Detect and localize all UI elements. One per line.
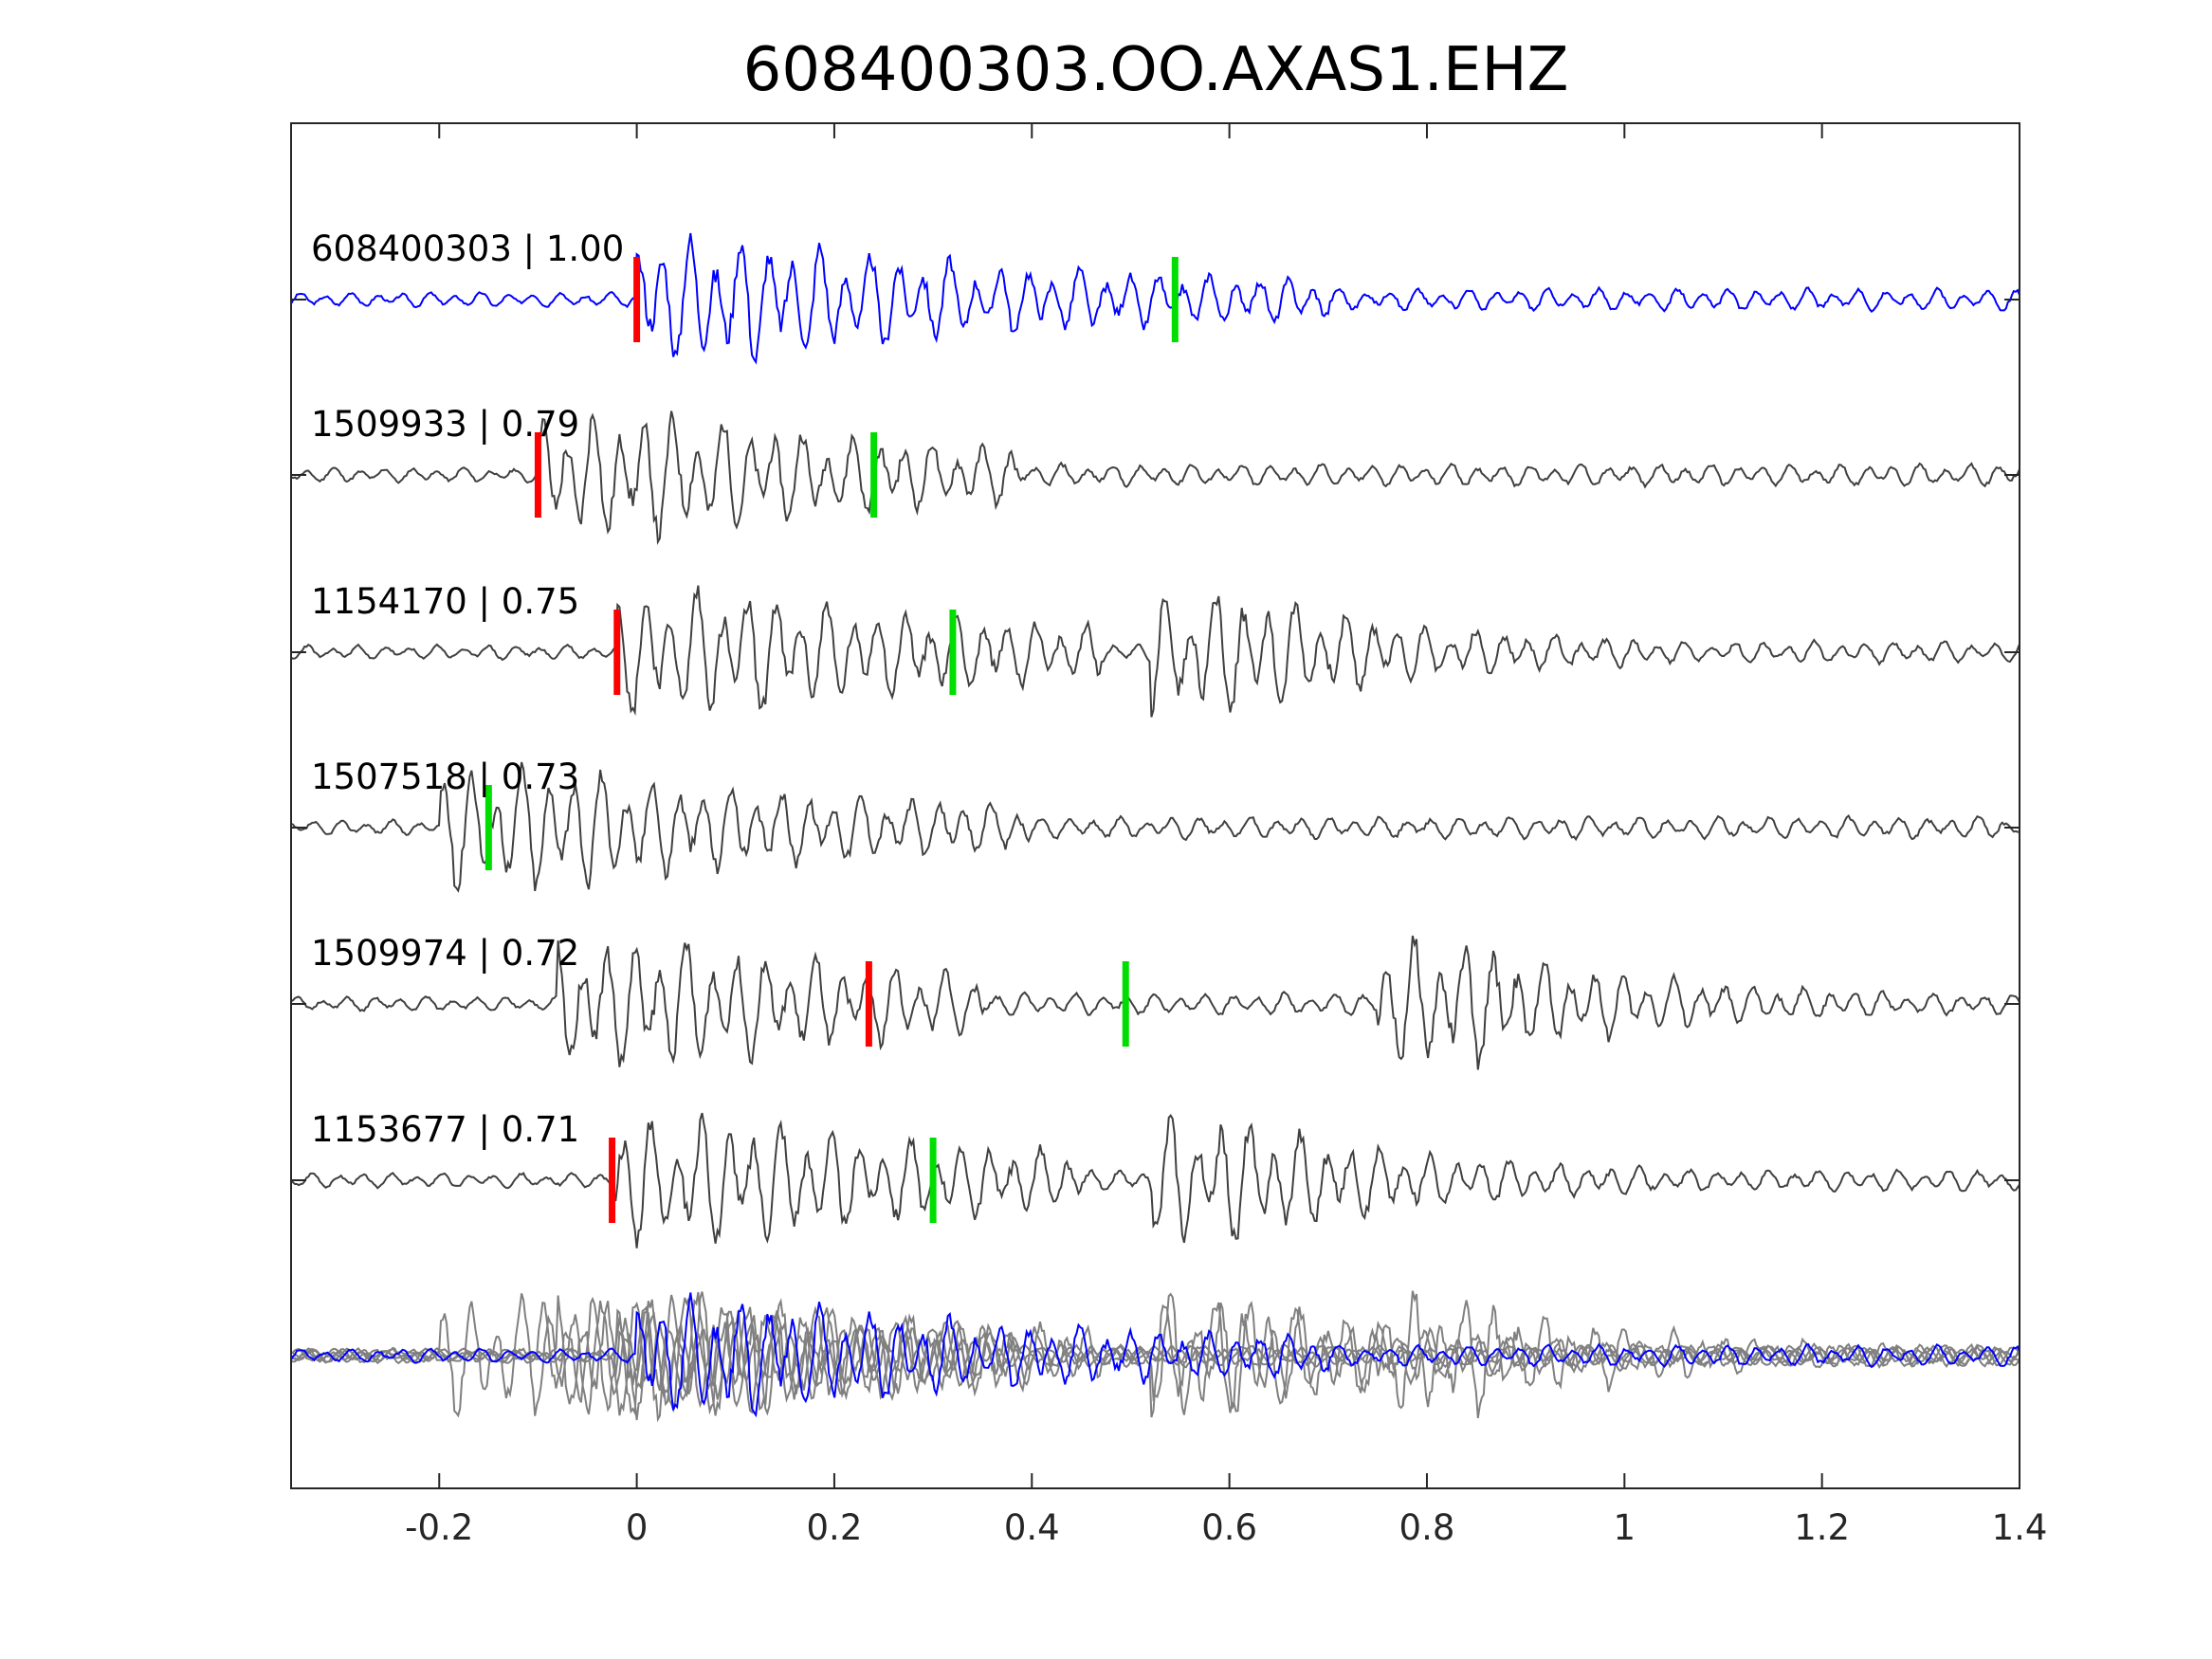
- overlay-trace: [290, 1294, 2020, 1423]
- x-tick-label: -0.2: [405, 1507, 473, 1548]
- chart-title: 608400303.OO.AXAS1.EHZ: [743, 35, 1569, 105]
- x-tick-label: 0.8: [1399, 1507, 1455, 1548]
- overlay-trace-target: [290, 1292, 2020, 1418]
- x-tick-label: 0.2: [807, 1507, 863, 1548]
- x-tick-label: 1.4: [1992, 1507, 2048, 1548]
- x-tick-label: 1.2: [1794, 1507, 1850, 1548]
- trace-label-1509933: 1509933 | 0.79: [311, 404, 579, 445]
- trace-label-1153677: 1153677 | 0.71: [311, 1109, 579, 1150]
- traces-layer: [290, 232, 2020, 1423]
- trace-608400303: [290, 232, 2020, 365]
- x-tick-label: 1: [1614, 1507, 1636, 1548]
- x-axis-ticks: -0.2 0 0.2 0.4 0.6 0.8 1 1.2 1.4: [405, 123, 2047, 1548]
- trace-1509974: [290, 935, 2020, 1070]
- x-tick-label: 0.6: [1201, 1507, 1257, 1548]
- x-tick-label: 0.4: [1004, 1507, 1060, 1548]
- trace-1154170: [290, 585, 2020, 718]
- trace-label-1154170: 1154170 | 0.75: [311, 581, 579, 622]
- overlay-trace: [290, 1291, 2020, 1421]
- plot-frame: [290, 122, 2020, 1489]
- overlay-trace: [290, 1290, 2020, 1419]
- trace-label-1507518: 1507518 | 0.73: [311, 757, 579, 797]
- picks-layer: [484, 257, 1179, 1223]
- trace-labels-layer: 608400303 | 1.00 1509933 | 0.79 1154170 | …: [311, 228, 624, 1150]
- trace-1153677: [290, 1112, 2020, 1249]
- trace-label-1509974: 1509974 | 0.72: [311, 933, 579, 974]
- trace-label-608400303: 608400303 | 1.00: [311, 228, 624, 269]
- trace-1509933: [290, 410, 2020, 545]
- trace-1507518: [290, 761, 2020, 893]
- x-tick-label: 0: [626, 1507, 649, 1548]
